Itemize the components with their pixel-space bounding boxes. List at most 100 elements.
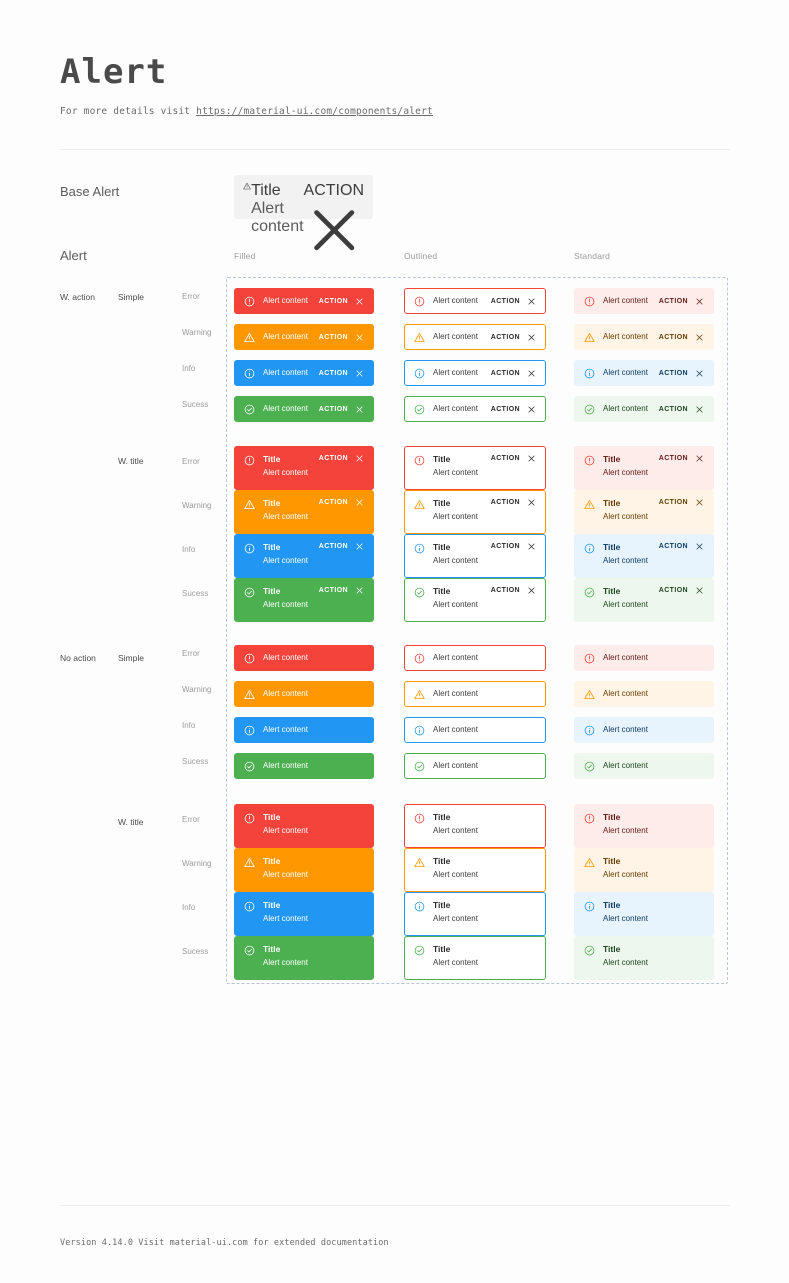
close-icon[interactable] <box>527 333 536 342</box>
close-icon[interactable] <box>527 586 536 595</box>
alert-standard-warning-with-title[interactable]: Title Alert content <box>574 848 714 892</box>
alert-outlined-info-with-title[interactable]: Title Alert content <box>404 892 546 936</box>
alert-standard-error-with-title-with-action[interactable]: Title Alert content ACTION <box>574 446 714 490</box>
alert-outlined-warning-simple-with-action[interactable]: Alert content ACTION <box>404 324 546 350</box>
alert-standard-warning-simple-with-action[interactable]: Alert content ACTION <box>574 324 714 350</box>
alert-outlined-success-with-title-with-action[interactable]: Title Alert content ACTION <box>404 578 546 622</box>
alert-action-button[interactable]: ACTION <box>490 405 520 413</box>
alert-action-button[interactable]: ACTION <box>658 333 688 341</box>
alert-action-button[interactable]: ACTION <box>658 499 688 506</box>
close-icon[interactable] <box>695 498 704 507</box>
alert-outlined-info-simple[interactable]: Alert content <box>404 717 546 743</box>
close-icon[interactable] <box>527 405 536 414</box>
close-icon[interactable] <box>695 586 704 595</box>
alert-outlined-warning-with-title[interactable]: Title Alert content <box>404 848 546 892</box>
alert-filled-success-with-title[interactable]: Title Alert content <box>234 936 374 980</box>
close-icon[interactable] <box>355 498 364 507</box>
alert-action-button[interactable]: ACTION <box>658 369 688 377</box>
close-icon[interactable] <box>527 454 536 463</box>
alert-filled-success-simple[interactable]: Alert content <box>234 753 374 779</box>
alert-action-button[interactable]: ACTION <box>490 543 520 550</box>
alert-standard-warning-with-title-with-action[interactable]: Title Alert content ACTION <box>574 490 714 534</box>
alert-standard-info-with-title[interactable]: Title Alert content <box>574 892 714 936</box>
close-icon[interactable] <box>355 454 364 463</box>
alert-action-button[interactable]: ACTION <box>490 587 520 594</box>
alert-action-button[interactable]: ACTION <box>318 587 348 594</box>
close-icon[interactable] <box>304 200 364 260</box>
alert-filled-error-simple[interactable]: Alert content <box>234 645 374 671</box>
alert-action-button[interactable]: ACTION <box>490 455 520 462</box>
close-icon[interactable] <box>527 498 536 507</box>
close-icon[interactable] <box>695 454 704 463</box>
alert-outlined-success-simple-with-action[interactable]: Alert content ACTION <box>404 396 546 422</box>
alert-filled-error-with-title[interactable]: Title Alert content <box>234 804 374 848</box>
alert-outlined-info-simple-with-action[interactable]: Alert content ACTION <box>404 360 546 386</box>
alert-standard-success-with-title[interactable]: Title Alert content <box>574 936 714 980</box>
alert-outlined-error-simple-with-action[interactable]: Alert content ACTION <box>404 288 546 314</box>
alert-action-button[interactable]: ACTION <box>318 543 348 550</box>
close-icon[interactable] <box>355 542 364 551</box>
alert-filled-warning-with-title-with-action[interactable]: Title Alert content ACTION <box>234 490 374 534</box>
alert-standard-info-with-title-with-action[interactable]: Title Alert content ACTION <box>574 534 714 578</box>
base-alert[interactable]: Title Alert content ACTION <box>234 175 373 251</box>
alert-action-button[interactable]: ACTION <box>318 499 348 506</box>
alert-filled-info-simple[interactable]: Alert content <box>234 717 374 743</box>
alert-standard-error-with-title[interactable]: Title Alert content <box>574 804 714 848</box>
close-icon[interactable] <box>355 297 364 306</box>
alert-standard-error-simple-with-action[interactable]: Alert content ACTION <box>574 288 714 314</box>
close-icon[interactable] <box>355 333 364 342</box>
alert-filled-warning-with-title[interactable]: Title Alert content <box>234 848 374 892</box>
alert-action-button[interactable]: ACTION <box>318 405 348 413</box>
close-icon[interactable] <box>527 369 536 378</box>
alert-outlined-success-with-title[interactable]: Title Alert content <box>404 936 546 980</box>
alert-standard-success-simple[interactable]: Alert content <box>574 753 714 779</box>
alert-standard-success-with-title-with-action[interactable]: Title Alert content ACTION <box>574 578 714 622</box>
alert-outlined-warning-simple[interactable]: Alert content <box>404 681 546 707</box>
alert-filled-success-simple-with-action[interactable]: Alert content ACTION <box>234 396 374 422</box>
base-alert-action-button[interactable]: ACTION <box>303 182 364 199</box>
alert-action-button[interactable]: ACTION <box>658 543 688 550</box>
alert-action-button[interactable]: ACTION <box>318 369 348 377</box>
alert-standard-info-simple-with-action[interactable]: Alert content ACTION <box>574 360 714 386</box>
close-icon[interactable] <box>695 405 704 414</box>
close-icon[interactable] <box>695 369 704 378</box>
alert-action-button[interactable]: ACTION <box>658 297 688 305</box>
alert-action-button[interactable]: ACTION <box>490 297 520 305</box>
alert-outlined-success-simple[interactable]: Alert content <box>404 753 546 779</box>
close-icon[interactable] <box>527 297 536 306</box>
alert-filled-info-simple-with-action[interactable]: Alert content ACTION <box>234 360 374 386</box>
alert-action-button[interactable]: ACTION <box>490 369 520 377</box>
alert-action-button[interactable]: ACTION <box>318 297 348 305</box>
alert-action-button[interactable]: ACTION <box>658 587 688 594</box>
alert-filled-warning-simple-with-action[interactable]: Alert content ACTION <box>234 324 374 350</box>
alert-outlined-error-with-title[interactable]: Title Alert content <box>404 804 546 848</box>
alert-standard-warning-simple[interactable]: Alert content <box>574 681 714 707</box>
alert-outlined-error-with-title-with-action[interactable]: Title Alert content ACTION <box>404 446 546 490</box>
alert-action-button[interactable]: ACTION <box>490 333 520 341</box>
close-icon[interactable] <box>355 405 364 414</box>
alert-action-button[interactable]: ACTION <box>658 405 688 413</box>
close-icon[interactable] <box>695 333 704 342</box>
close-icon[interactable] <box>527 542 536 551</box>
alert-standard-success-simple-with-action[interactable]: Alert content ACTION <box>574 396 714 422</box>
alert-action-button[interactable]: ACTION <box>318 455 348 462</box>
alert-standard-info-simple[interactable]: Alert content <box>574 717 714 743</box>
alert-outlined-info-with-title-with-action[interactable]: Title Alert content ACTION <box>404 534 546 578</box>
alert-filled-info-with-title-with-action[interactable]: Title Alert content ACTION <box>234 534 374 578</box>
alert-filled-info-with-title[interactable]: Title Alert content <box>234 892 374 936</box>
close-icon[interactable] <box>695 297 704 306</box>
alert-action-button[interactable]: ACTION <box>318 333 348 341</box>
close-icon[interactable] <box>355 369 364 378</box>
alert-outlined-error-simple[interactable]: Alert content <box>404 645 546 671</box>
alert-filled-error-with-title-with-action[interactable]: Title Alert content ACTION <box>234 446 374 490</box>
alert-action-button[interactable]: ACTION <box>490 499 520 506</box>
alert-filled-error-simple-with-action[interactable]: Alert content ACTION <box>234 288 374 314</box>
alert-filled-warning-simple[interactable]: Alert content <box>234 681 374 707</box>
alert-action-button[interactable]: ACTION <box>658 455 688 462</box>
alert-standard-error-simple[interactable]: Alert content <box>574 645 714 671</box>
alert-filled-success-with-title-with-action[interactable]: Title Alert content ACTION <box>234 578 374 622</box>
close-icon[interactable] <box>355 586 364 595</box>
close-icon[interactable] <box>695 542 704 551</box>
docs-link[interactable]: https://material-ui.com/components/alert <box>196 106 433 117</box>
alert-outlined-warning-with-title-with-action[interactable]: Title Alert content ACTION <box>404 490 546 534</box>
